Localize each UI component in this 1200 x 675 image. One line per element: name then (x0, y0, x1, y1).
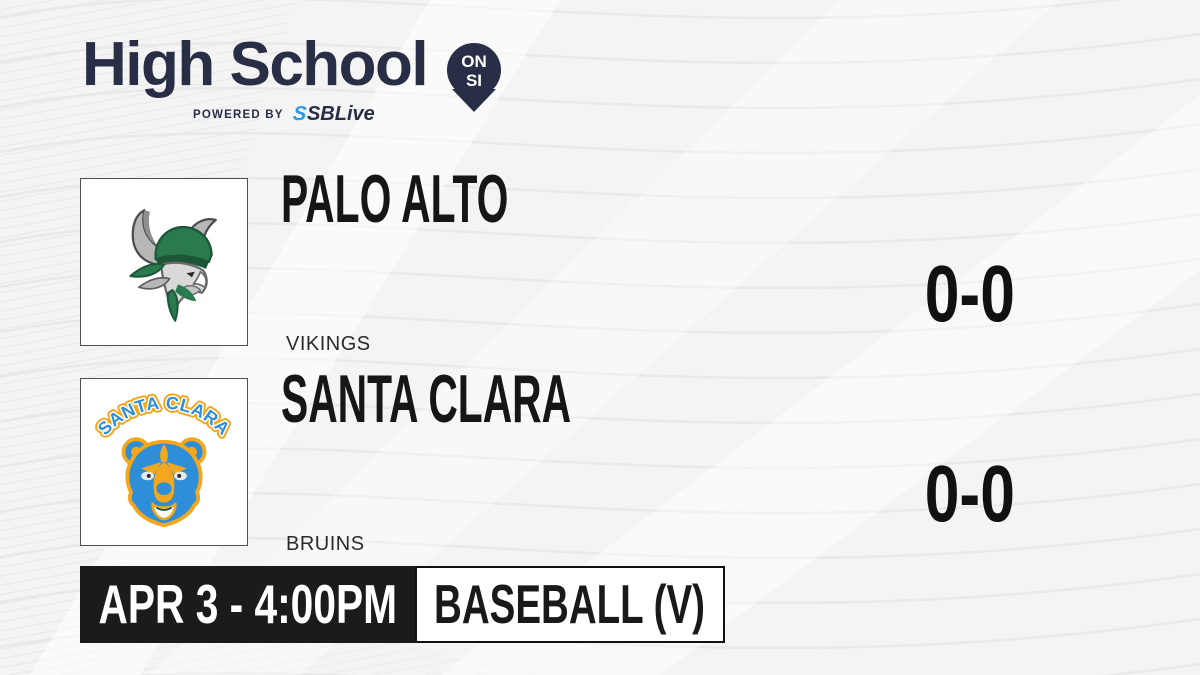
team2-record-box: 0-0 (870, 446, 1070, 542)
pin-text-si: SI (466, 71, 482, 90)
palo-alto-vikings-logo (129, 209, 217, 322)
event-datetime-box: APR 3 - 4:00PM (80, 566, 415, 643)
on-si-pin-icon: ON SI (447, 43, 501, 112)
event-datetime: APR 3 - 4:00PM (98, 573, 397, 635)
team1-record-box: 0-0 (870, 246, 1070, 342)
event-sport: BASEBALL (V) (434, 573, 706, 635)
powered-by-label: POWERED BY (193, 108, 284, 121)
team2-name: SANTA CLARA (281, 361, 572, 437)
sblive-wordmark: SBLive (306, 103, 375, 125)
banner-text: SANTA CLARA (94, 393, 234, 439)
svg-text:SANTA CLARA: SANTA CLARA (94, 393, 234, 439)
pin-text-on: ON (461, 52, 487, 71)
sblive-logo: SSBLive (291, 103, 375, 126)
powered-by-row: POWERED BY SSBLive (193, 103, 375, 126)
high-school-logo-text: High School (82, 30, 429, 99)
team1-record: 0-0 (924, 249, 1016, 338)
team1-name: PALO ALTO (281, 161, 509, 237)
sblive-s-icon: S (291, 103, 308, 125)
team1-logo-box (80, 178, 248, 346)
event-sport-box: BASEBALL (V) (415, 566, 725, 643)
team2-mascot: BRUINS (286, 533, 365, 555)
team1-mascot: VIKINGS (286, 333, 371, 355)
team2-record: 0-0 (924, 449, 1016, 538)
team2-logo-box: SANTA CLARA SANTA CLARA SANTA CLARA (80, 378, 248, 546)
santa-clara-bruins-logo: SANTA CLARA SANTA CLARA SANTA CLARA (90, 389, 237, 528)
